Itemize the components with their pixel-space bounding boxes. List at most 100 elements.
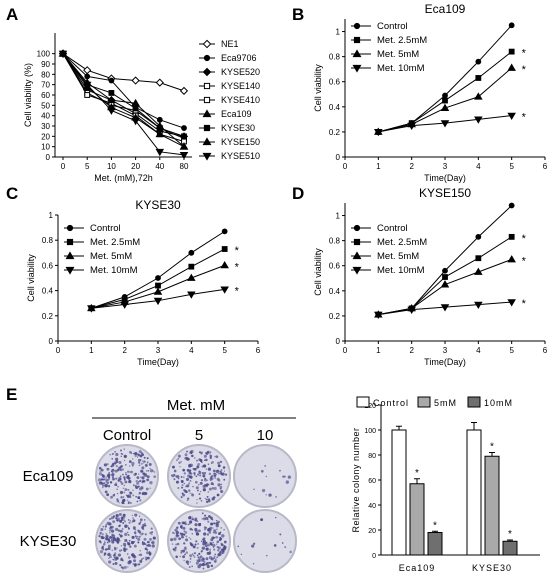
colony-dot — [213, 486, 217, 491]
colony-dot — [219, 550, 222, 554]
chart-title: KYSE30 — [135, 198, 181, 212]
colony-dot — [202, 464, 207, 468]
colony-dot — [265, 494, 267, 496]
colony-dot — [124, 538, 128, 543]
x-tick-label: 0 — [343, 346, 348, 355]
data-point — [108, 77, 115, 84]
colony-dot — [118, 466, 122, 470]
data-point — [474, 267, 483, 275]
colony-dot — [198, 493, 201, 496]
colony-dot — [146, 556, 149, 559]
significance-star: * — [522, 255, 527, 267]
y-tick-label: 0.6 — [42, 261, 54, 270]
colony-dot — [215, 536, 219, 539]
colony-dot — [207, 499, 211, 503]
colony-dot — [209, 451, 212, 453]
colony-dot — [140, 462, 143, 465]
colony-dot — [108, 472, 110, 474]
data-point — [508, 48, 515, 55]
colony-dot — [191, 533, 193, 535]
dish-plate — [167, 444, 231, 508]
colony-dot — [133, 541, 136, 543]
x-tick-label: 1 — [376, 162, 381, 171]
significance-star: * — [522, 112, 527, 124]
y-tick-label: 0.2 — [42, 312, 54, 321]
colony-dot — [209, 526, 213, 530]
colony-dot — [135, 495, 138, 498]
colony-dot — [97, 478, 102, 482]
data-point — [440, 103, 450, 111]
colony-dot — [211, 497, 215, 501]
data-point — [407, 306, 416, 315]
colony-dot — [136, 481, 140, 485]
colony-dot — [216, 543, 218, 545]
colony-dot — [195, 540, 198, 543]
colony-dot — [134, 535, 137, 538]
colony-dot — [184, 522, 187, 526]
colony-dot — [177, 454, 181, 458]
colony-dot — [129, 471, 131, 473]
colony-dot — [199, 563, 203, 567]
y-tick-label: 80 — [368, 453, 376, 460]
colony-dot — [128, 480, 131, 482]
colony-dot — [136, 535, 139, 538]
legend-label: Met. 10mM — [377, 63, 425, 74]
data-point — [440, 280, 450, 288]
x-axis-label: Time(Day) — [424, 173, 466, 183]
data-point — [131, 76, 140, 85]
colony-dot — [127, 556, 131, 559]
series-line — [62, 53, 185, 92]
colony-dot — [175, 475, 177, 478]
series-met-10mm: * — [374, 112, 527, 137]
colony-dot — [99, 470, 101, 472]
colony-dot — [122, 502, 125, 505]
colony-dot — [132, 494, 135, 497]
x-axis-label: Time(Day) — [424, 357, 466, 367]
colony-dot — [201, 518, 204, 520]
colony-dot — [193, 552, 197, 555]
colony-dot — [181, 549, 185, 553]
colony-dot — [205, 547, 209, 551]
colony-dot — [186, 484, 190, 488]
colony-dot — [124, 532, 128, 537]
colony-dot — [206, 498, 208, 501]
data-point — [87, 305, 96, 313]
series-line — [62, 53, 185, 156]
colony-dot — [141, 453, 145, 457]
significance-star: * — [522, 64, 527, 76]
colony-dot — [189, 520, 193, 524]
colony-dot — [106, 482, 109, 484]
colony-dot — [118, 533, 121, 536]
colony-dot — [208, 487, 212, 491]
colony-dot — [240, 553, 243, 556]
colony-dot — [208, 551, 212, 555]
colony-dot — [141, 541, 144, 543]
colony-dot — [196, 547, 198, 549]
colony-dot — [131, 461, 135, 466]
colony-dot — [207, 528, 210, 531]
data-point — [374, 129, 383, 137]
data-point — [153, 297, 163, 306]
colony-dot — [199, 490, 202, 493]
chart-title: KYSE150 — [419, 186, 471, 200]
colony-dot — [129, 545, 132, 548]
series-line — [62, 53, 185, 148]
colony-dot — [98, 535, 101, 538]
colony-dot — [128, 491, 131, 494]
significance-star: * — [522, 233, 527, 245]
colony-dot — [102, 542, 106, 546]
colony-dot — [210, 482, 214, 486]
colony-dot — [143, 519, 146, 521]
colony-dot — [203, 484, 207, 488]
colony-dot — [183, 542, 186, 545]
legend-label: Eca9706 — [221, 53, 257, 63]
colony-dot — [189, 538, 192, 540]
colony-dot — [189, 479, 192, 482]
colony-dot — [99, 481, 103, 485]
colony-dot — [120, 566, 123, 569]
colony-dot — [200, 479, 204, 482]
colony-dot — [209, 456, 212, 460]
chart-C: 0 0.2 0.4 0.6 0.8 1 0 1 2 3 4 5 6 Time(Day) Cell viabi… — [26, 198, 261, 367]
colony-dot — [224, 545, 226, 547]
